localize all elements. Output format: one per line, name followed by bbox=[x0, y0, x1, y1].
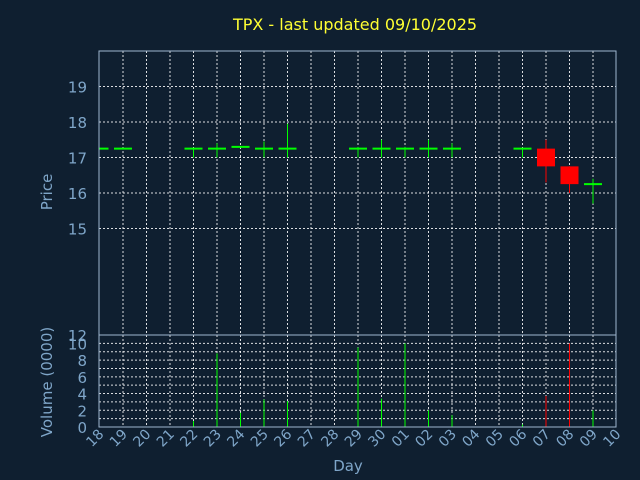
x-tick-label: 24 bbox=[224, 426, 248, 450]
x-tick-label: 07 bbox=[530, 427, 554, 451]
x-tick-label: 02 bbox=[412, 427, 436, 451]
price-tick-labels: 12 15 16 17 18 19 bbox=[68, 79, 87, 346]
volume-tick-label: 10 bbox=[68, 335, 87, 353]
price-tick-label: 15 bbox=[68, 221, 87, 239]
x-tick-label: 09 bbox=[577, 427, 601, 451]
chart-title: TPX - last updated 09/10/2025 bbox=[232, 15, 477, 34]
x-tick-label: 29 bbox=[342, 427, 366, 451]
volume-panel-frame bbox=[98, 334, 617, 428]
x-tick-label: 01 bbox=[389, 427, 413, 451]
x-tick-label: 30 bbox=[365, 427, 389, 451]
x-tick-label: 28 bbox=[318, 427, 342, 451]
x-tick-label: 03 bbox=[436, 427, 460, 451]
price-grid bbox=[99, 51, 616, 335]
volume-axis-label: Volume (0000) bbox=[38, 327, 56, 437]
x-tick-label: 20 bbox=[130, 427, 154, 451]
x-tick-label: 23 bbox=[201, 427, 225, 451]
price-tick-label: 17 bbox=[68, 150, 87, 168]
price-tick-label: 16 bbox=[68, 185, 87, 203]
x-tick-labels: 18 19 20 21 22 23 24 25 26 27 28 29 30 01 02 03 04 05 06 07… bbox=[83, 426, 624, 450]
x-tick-label: 22 bbox=[177, 427, 201, 451]
x-tick-label: 10 bbox=[600, 427, 624, 451]
volume-tick-label: 8 bbox=[77, 352, 87, 370]
candlestick-series bbox=[99, 123, 602, 204]
x-tick-label: 08 bbox=[553, 427, 577, 451]
candle-body bbox=[537, 148, 555, 167]
candle-body bbox=[560, 166, 579, 185]
x-tick-label: 27 bbox=[295, 427, 319, 451]
volume-tick-label: 0 bbox=[77, 419, 87, 437]
x-tick-label: 19 bbox=[107, 427, 131, 451]
price-axis-label: Price bbox=[38, 174, 56, 211]
x-tick-label: 05 bbox=[483, 427, 507, 451]
price-tick-label: 19 bbox=[68, 79, 87, 97]
x-tick-label: 25 bbox=[248, 427, 272, 451]
x-tick-label: 21 bbox=[154, 427, 178, 451]
volume-tick-label: 2 bbox=[77, 402, 87, 420]
x-tick-label: 06 bbox=[506, 426, 530, 450]
x-tick-label: 04 bbox=[459, 426, 483, 450]
volume-tick-label: 6 bbox=[77, 369, 87, 387]
x-tick-label: 26 bbox=[271, 426, 295, 450]
x-axis-label: Day bbox=[333, 457, 363, 475]
price-tick-label: 12 bbox=[68, 327, 87, 345]
volume-tick-label: 4 bbox=[77, 386, 87, 404]
price-tick-label: 18 bbox=[68, 114, 87, 132]
volume-series bbox=[193, 343, 594, 427]
